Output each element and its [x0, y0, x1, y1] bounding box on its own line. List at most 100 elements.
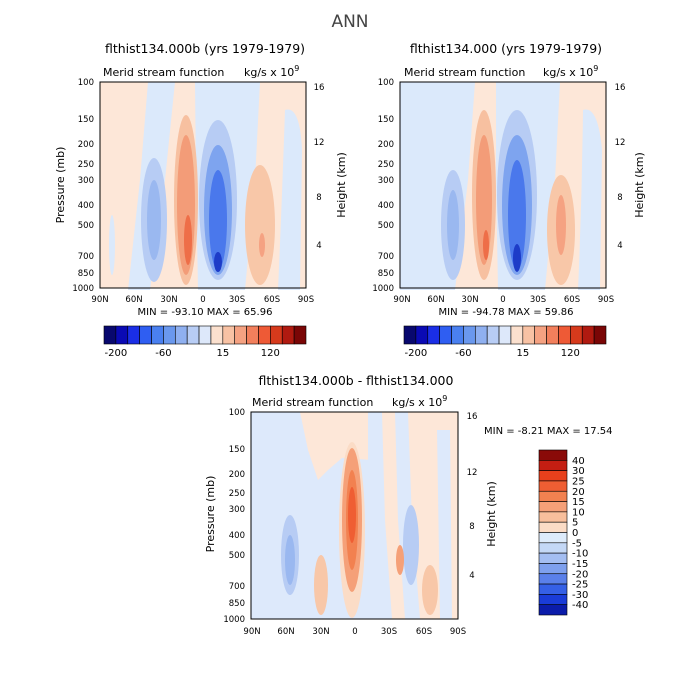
panel-1-ylabel: Pressure (mb)	[54, 147, 67, 224]
colorbar-swatch	[538, 460, 568, 471]
panel-3-rtick: 12	[467, 468, 478, 478]
panel-2-xtick: 30N	[461, 295, 478, 305]
colorbar-swatch	[474, 325, 488, 345]
panel-3-xtick: 90N	[243, 627, 260, 637]
colorbar-swatch	[593, 325, 607, 345]
colorbar-swatch	[538, 532, 568, 544]
colorbar-swatch	[403, 325, 417, 345]
colorbar-label: 15	[572, 497, 585, 508]
panel-2: flthist134.000 (yrs 1979-1979) Merid str…	[372, 41, 646, 318]
panel-2-plot-area	[399, 81, 607, 290]
panel-1-ytick: 300	[78, 176, 94, 186]
colorbar-swatch	[258, 325, 271, 345]
panel-3-xtick: 0	[352, 627, 357, 637]
panel-1-ytick: 850	[78, 269, 94, 279]
panel-1-ytick: 200	[78, 140, 94, 150]
panel-1-rtick: 4	[316, 241, 321, 251]
panel-1-plot-area	[99, 81, 307, 290]
panel-1-xtick: 60N	[125, 295, 142, 305]
colorbar-swatch	[115, 325, 129, 345]
colorbar-label: 5	[572, 518, 578, 529]
panel-1-xtick: 0	[200, 295, 205, 305]
colorbar-swatch	[270, 325, 283, 345]
panel-1-xtick: 30S	[229, 295, 245, 305]
colorbar-panel-2: -200 -60 15 120	[403, 325, 607, 359]
panel-1-xtick: 30N	[160, 295, 177, 305]
panel-2-ylabel-right: Height (km)	[633, 152, 646, 218]
panel-1-xtick: 90S	[298, 295, 314, 305]
colorbar-label: 120	[561, 348, 580, 359]
colorbar-swatch	[163, 325, 176, 345]
panel-2-xtick: 60S	[564, 295, 580, 305]
colorbar-swatch	[570, 325, 583, 345]
panel-2-title: flthist134.000 (yrs 1979-1979)	[410, 41, 602, 56]
colorbar-label: -30	[572, 590, 588, 601]
panel-2-subtitle: Merid stream function	[404, 66, 525, 79]
colorbar-swatch	[510, 325, 524, 345]
panel-3-ylabel-right: Height (km)	[485, 481, 498, 547]
panel-2-rtick: 12	[615, 138, 626, 148]
panel-2-ytick: 1000	[372, 284, 394, 294]
colorbar-label: -200	[405, 348, 428, 359]
panel-2-ytick: 850	[378, 269, 394, 279]
panel-1-left-ticks: 100 150 200 250 300 400 500 700 850 1000	[72, 78, 94, 294]
panel-1-xtick: 90N	[91, 295, 108, 305]
colorbar-swatch	[427, 325, 440, 345]
colorbar-swatch	[498, 325, 512, 345]
panel-2-ytick: 100	[378, 78, 394, 88]
panel-1-x-ticks: 90N 60N 30N 0 30S 60S 90S	[91, 295, 314, 305]
panel-2-units: kg/s x 109	[543, 64, 598, 79]
panel-1-units: kg/s x 109	[244, 64, 299, 79]
colorbar-swatch	[198, 325, 212, 345]
colorbar-swatch	[538, 501, 568, 513]
panel-3-x-ticks: 90N 60N 30N 0 30S 60S 90S	[243, 627, 466, 637]
panel-3-stats: MIN = -8.21 MAX = 17.54	[484, 426, 613, 437]
colorbar-label: -10	[572, 549, 588, 560]
panel-1-ytick: 150	[78, 115, 94, 125]
panel-2-ytick: 500	[378, 221, 394, 231]
colorbar-swatch	[538, 573, 568, 585]
colorbar-label: -20	[572, 569, 588, 580]
colorbar-swatch	[538, 542, 568, 554]
colorbar-label: 0	[572, 528, 578, 539]
panel-2-left-ticks: 100 150 200 250 300 400 500 700 850 1000	[372, 78, 394, 294]
panel-1-subtitle: Merid stream function	[103, 66, 224, 79]
colorbar-label: -60	[455, 348, 471, 359]
panel-3-ytick: 250	[229, 489, 245, 499]
colorbar-swatch	[538, 521, 568, 533]
colorbar-swatch	[538, 563, 568, 575]
colorbar-label: 15	[216, 348, 229, 359]
colorbar-swatch	[246, 325, 259, 345]
panel-3-rtick: 4	[469, 571, 474, 581]
colorbar-panel-1: -200 -60 15 120	[103, 325, 307, 359]
panel-3-title: flthist134.000b - flthist134.000	[259, 373, 454, 388]
colorbar-label: -15	[572, 559, 588, 570]
panel-3-ytick: 400	[229, 531, 245, 541]
panel-1-ylabel-right: Height (km)	[335, 152, 348, 218]
panel-3-ytick: 200	[229, 470, 245, 480]
panel-2-ytick: 150	[378, 115, 394, 125]
panel-3-rtick: 16	[467, 412, 478, 422]
panel-3-left-ticks: 100 150 200 250 300 400 500 700 850 1000	[223, 408, 245, 625]
colorbar-label: 120	[261, 348, 280, 359]
panel-2-xtick: 90S	[598, 295, 614, 305]
colorbar-label: 40	[572, 456, 585, 467]
panel-3-ylabel: Pressure (mb)	[204, 476, 217, 553]
colorbar-label: 10	[572, 507, 585, 518]
colorbar-swatch	[538, 470, 568, 482]
panel-2-xtick: 60N	[427, 295, 444, 305]
panel-2-xtick: 0	[500, 295, 505, 305]
panel-1-stats: MIN = -93.10 MAX = 65.96	[138, 307, 273, 318]
panel-3-ytick: 500	[229, 551, 245, 561]
colorbar-label: -40	[572, 600, 588, 611]
panel-2-ytick: 250	[378, 160, 394, 170]
panel-2-ytick: 300	[378, 176, 394, 186]
colorbar-swatch	[546, 325, 559, 345]
panel-2-stats: MIN = -94.78 MAX = 59.86	[439, 307, 574, 318]
colorbar-label: -5	[572, 538, 582, 549]
colorbar-label: -60	[155, 348, 171, 359]
colorbar-label: -200	[105, 348, 128, 359]
colorbar-swatch	[103, 325, 117, 345]
panel-3-ytick: 300	[229, 505, 245, 515]
